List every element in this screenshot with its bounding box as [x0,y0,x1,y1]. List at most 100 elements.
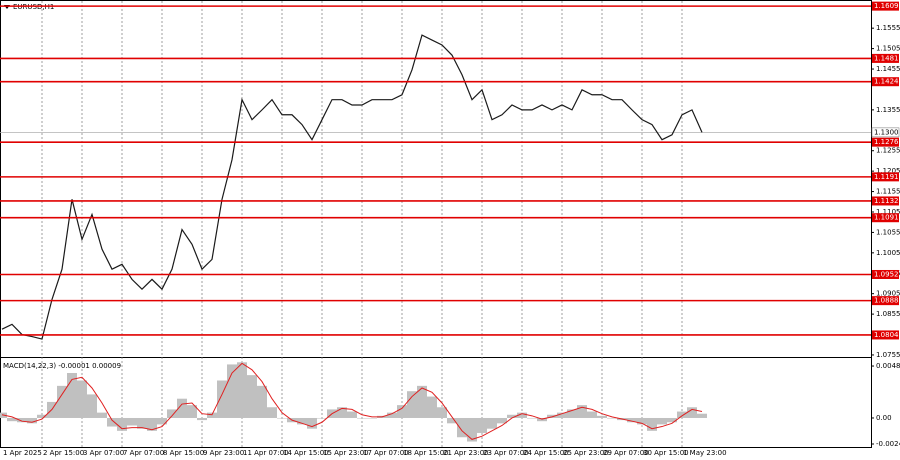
macd-bar [177,398,187,418]
macd-bar [547,414,557,418]
macd-bar [357,417,367,419]
macd-bar [107,417,117,427]
x-tick-label: 1 Apr 2025 [3,449,42,457]
macd-bar [687,407,697,418]
macd-bar [497,417,507,424]
macd-bar [367,417,377,419]
macd-bar [507,414,517,418]
y-tick-label: 1.0855 [876,310,900,318]
plot-frame [0,0,872,448]
macd-bar [697,413,707,418]
level-label: 1.1424 [874,78,899,86]
macd-bar [387,412,397,418]
y-tick-label: 0.00 [876,414,892,422]
macd-bar [237,362,247,418]
y-tick-label: 1.1055 [876,228,900,236]
y-tick-label: 1.1205 [876,167,900,175]
macd-bar [207,412,217,418]
macd-bar [667,417,677,423]
macd-bar [27,417,37,424]
x-tick-label: 7 Apr 07:00 [123,449,164,457]
current-price-box [871,127,900,138]
macd-bar [407,391,417,418]
y-tick-label: -0.00243 [876,440,900,448]
macd-bar [297,417,307,425]
macd-bar [577,405,587,418]
macd-bar [147,417,157,431]
macd-bar [397,405,407,418]
level-box [872,1,899,11]
level-label: 1.1091 [874,214,899,222]
y-tick-label: 1.1355 [876,106,900,114]
macd-bar [137,417,147,429]
macd-bar [417,385,427,418]
macd-title: MACD(14,22,3) -0.00001 0.00009 [3,362,121,370]
macd-bar [557,412,567,418]
level-box [872,213,899,223]
level-box [872,53,899,63]
y-tick-label: 1.1255 [876,147,900,155]
level-box [872,196,899,206]
macd-bar [257,385,267,418]
x-tick-label: 30 Apr 15:00 [643,449,689,457]
y-tick-label: 1.0905 [876,290,900,298]
y-tick-label: 1.1105 [876,208,900,216]
x-tick-label: 25 Apr 23:00 [563,449,609,457]
macd-bar [67,372,77,418]
level-box [872,330,899,340]
x-tick-label: 1 May 23:00 [683,449,727,457]
y-tick-label: 1.1455 [876,65,900,73]
macd-bar [317,417,327,419]
macd-bar [677,411,687,418]
macd-bar [487,417,497,429]
macd-bar [657,417,667,425]
macd-bar [537,417,547,422]
macd-bar [127,417,137,426]
macd-bar [437,407,447,418]
level-box [872,172,899,182]
x-tick-label: 9 Apr 23:00 [203,449,244,457]
x-tick-label: 3 Apr 07:00 [83,449,124,457]
macd-bar [227,364,237,418]
chart-title: EURUSD,H1 [13,3,54,11]
macd-bar [217,380,227,418]
y-tick-label: 1.0755 [876,351,900,359]
x-tick-label: 2 Apr 15:00 [43,449,84,457]
macd-bar [157,417,167,425]
macd-bar [477,417,487,433]
macd-bar [267,407,277,418]
macd-bar [77,380,87,418]
macd-bar [17,417,27,423]
macd-bar [247,375,257,418]
macd-bar [567,409,577,418]
x-tick-label: 11 Apr 07:00 [243,449,289,457]
level-label: 1.1481 [874,54,899,62]
macd-bar [467,417,477,442]
level-label: 1.0804 [874,331,899,339]
y-tick-label: 1.1555 [876,24,900,32]
macd-bar [447,417,457,424]
macd-bar [517,412,527,418]
level-box [872,77,899,87]
macd-bar [457,417,467,438]
price-line [1,34,703,340]
macd-bar [117,417,127,431]
level-box [872,269,899,279]
level-label: 1.0888 [874,297,899,305]
macd-bar [607,417,617,419]
macd-bar [167,409,177,418]
macd-bar [7,417,17,422]
y-tick-label: 1.1505 [876,45,900,53]
level-label: 1.1276 [874,138,899,146]
x-tick-label: 21 Apr 23:00 [443,449,489,457]
macd-bar [587,411,597,418]
signal-line [1,362,703,440]
y-tick-label: 1.1155 [876,188,900,196]
macd-bar [427,396,437,418]
macd-bar [307,417,317,429]
macd-bar [197,417,207,421]
level-label: 1.1609 [874,2,899,10]
level-box [872,137,899,147]
level-label: 1.1191 [874,173,899,181]
